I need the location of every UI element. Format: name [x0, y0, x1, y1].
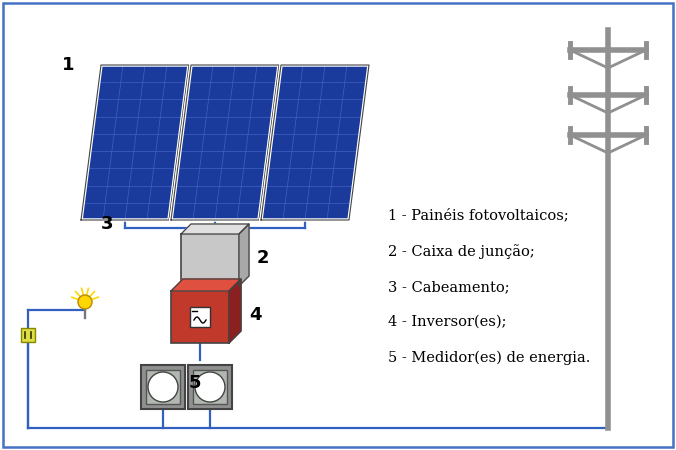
- Bar: [193, 370, 227, 404]
- Circle shape: [195, 372, 225, 402]
- Text: 4 - Inversor(es);: 4 - Inversor(es);: [388, 315, 506, 329]
- Text: 3 - Cabeamento;: 3 - Cabeamento;: [388, 280, 510, 294]
- Text: 1: 1: [62, 56, 74, 74]
- Polygon shape: [81, 65, 189, 220]
- Polygon shape: [239, 224, 249, 286]
- Polygon shape: [229, 279, 241, 343]
- Text: 2: 2: [257, 249, 270, 267]
- Text: 4: 4: [249, 306, 262, 324]
- Bar: [141, 365, 185, 409]
- Text: 5 - Medidor(es) de energia.: 5 - Medidor(es) de energia.: [388, 351, 590, 365]
- Polygon shape: [181, 224, 249, 234]
- Text: 1 - Painéis fotovoltaicos;: 1 - Painéis fotovoltaicos;: [388, 208, 569, 222]
- Bar: [21, 328, 35, 342]
- Text: 5: 5: [189, 374, 201, 392]
- Polygon shape: [171, 279, 241, 291]
- Polygon shape: [171, 65, 279, 220]
- Polygon shape: [261, 65, 369, 220]
- Circle shape: [148, 372, 178, 402]
- Bar: [181, 234, 239, 286]
- Text: 2 - Caixa de junção;: 2 - Caixa de junção;: [388, 244, 535, 260]
- Bar: [146, 370, 180, 404]
- Bar: [188, 365, 232, 409]
- Bar: [171, 291, 229, 343]
- Bar: [190, 307, 210, 327]
- Text: 3: 3: [101, 215, 114, 233]
- Circle shape: [78, 295, 92, 309]
